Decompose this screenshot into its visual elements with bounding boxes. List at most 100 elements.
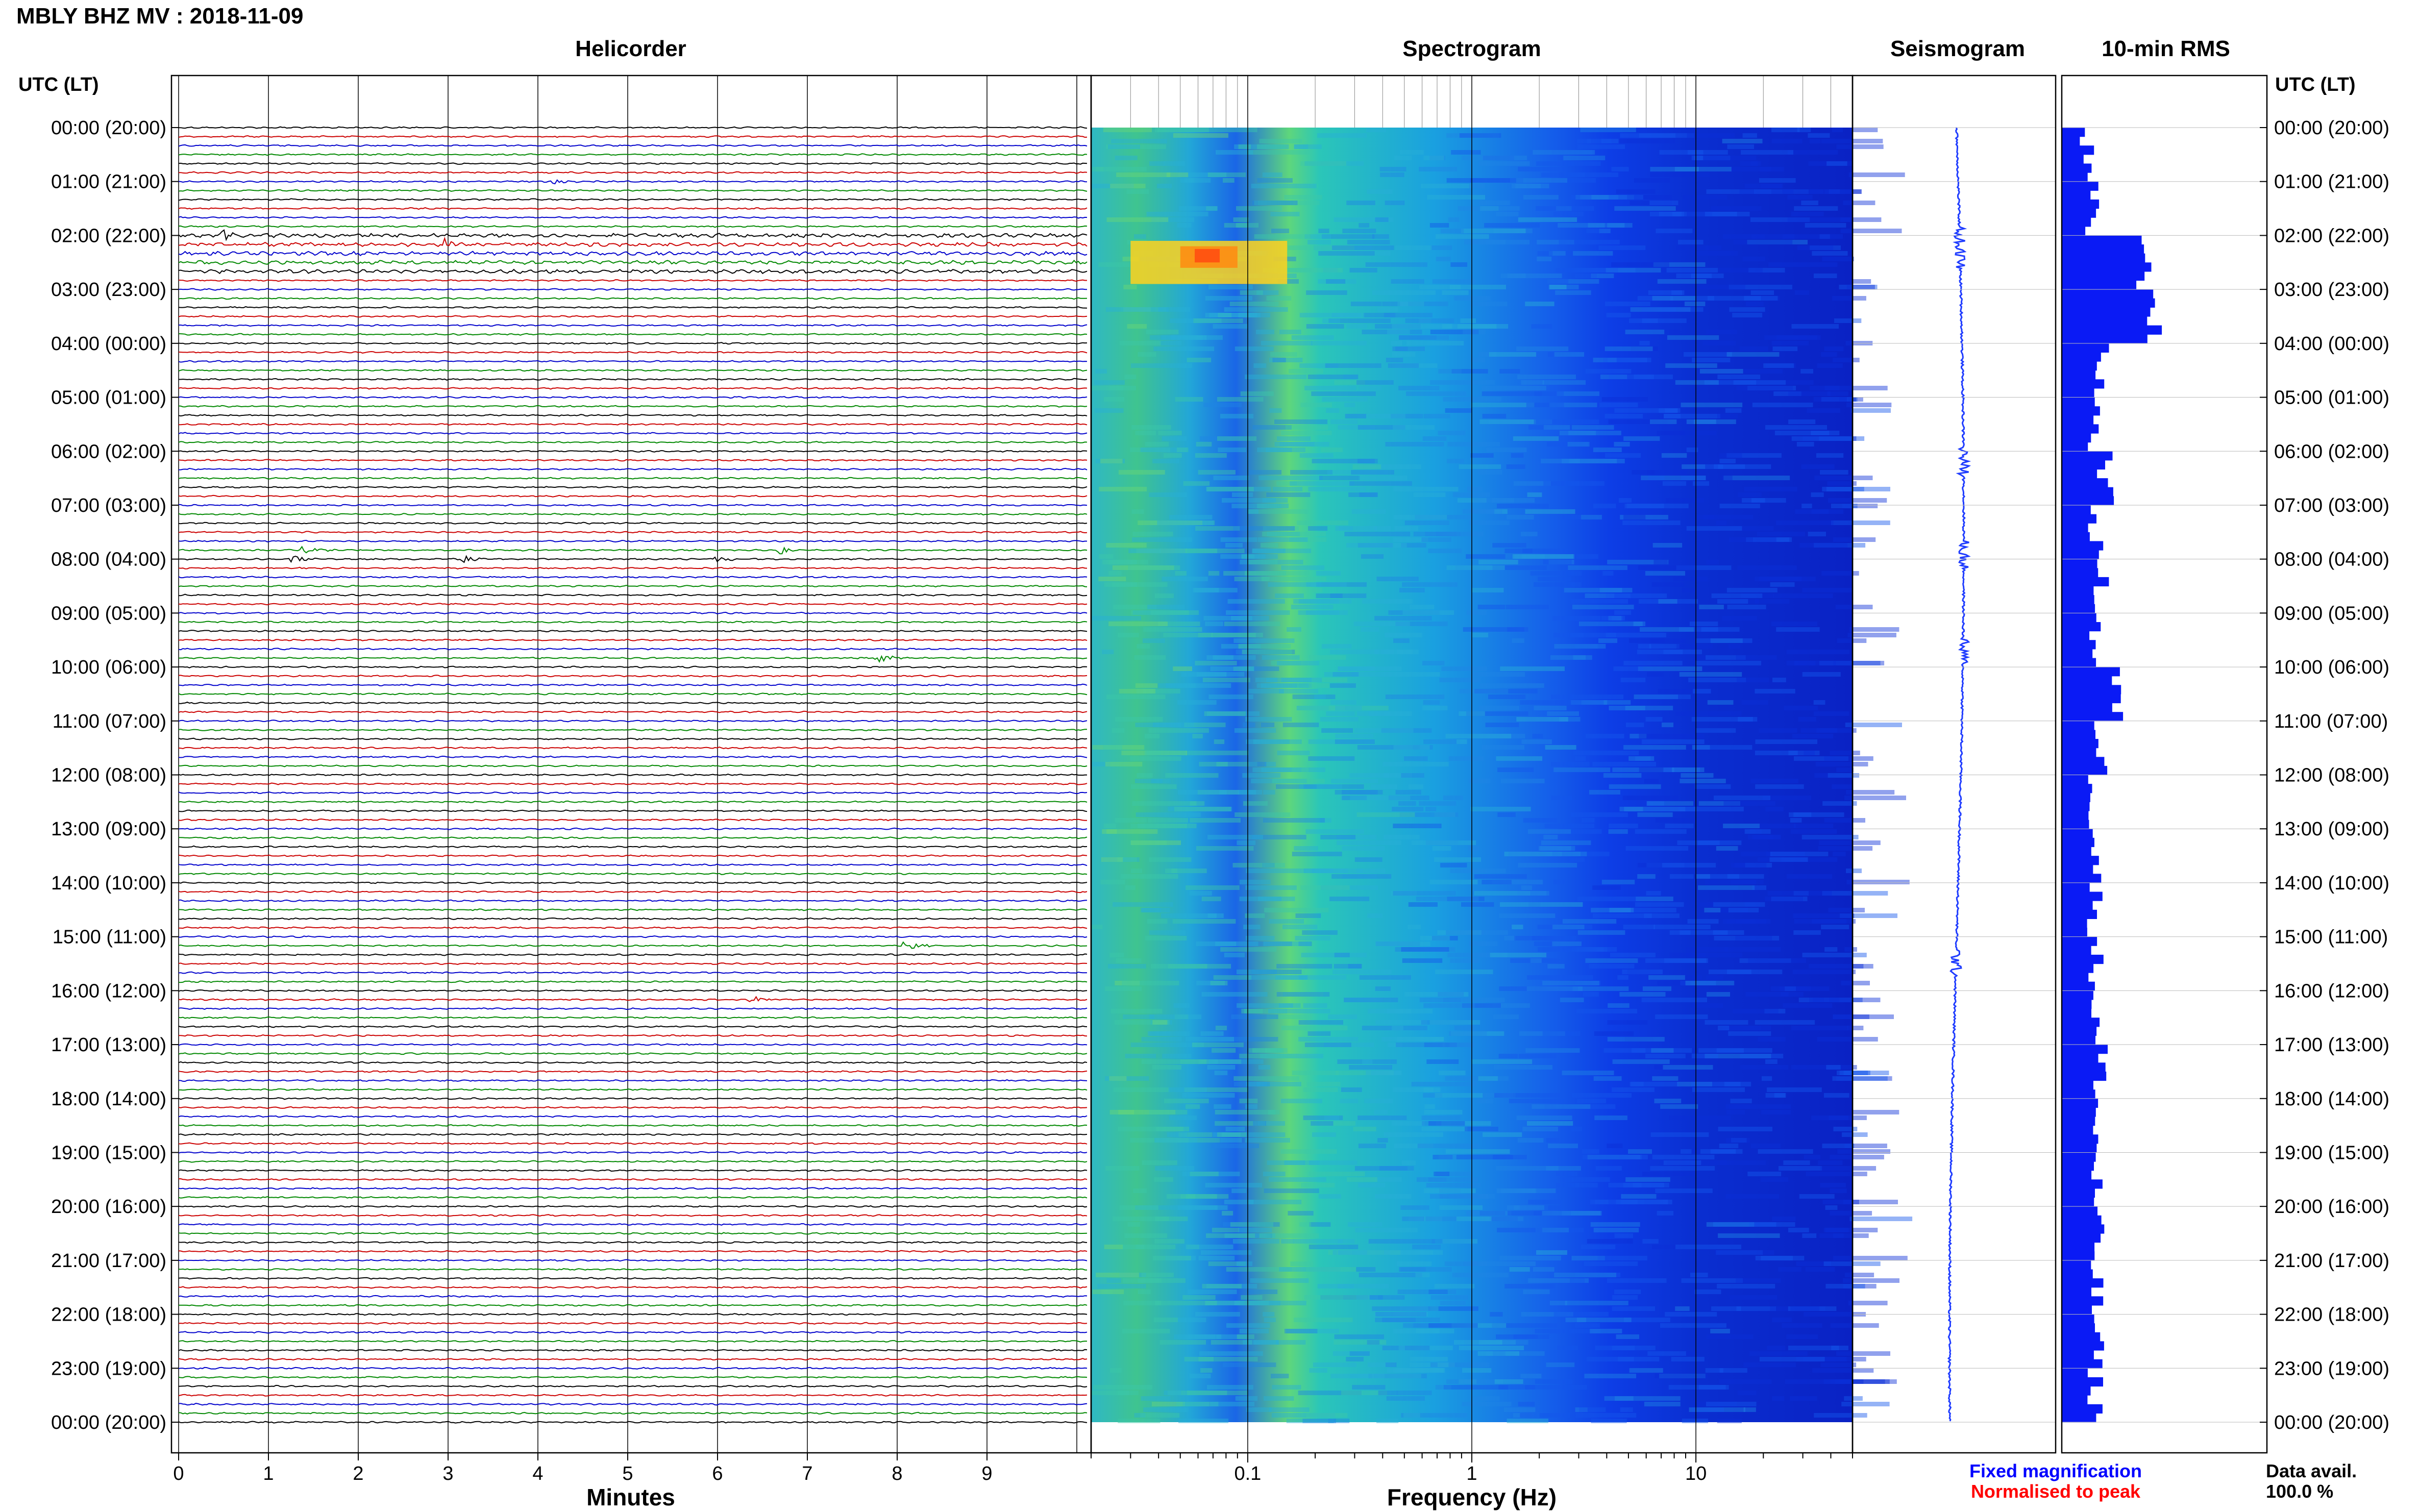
- spectrogram-cell: [1533, 1267, 1554, 1272]
- spectrogram-cell: [1400, 302, 1424, 306]
- spectrogram-cell: [1348, 964, 1362, 969]
- spectrogram-cell: [1136, 689, 1180, 693]
- spectrogram-cell: [1745, 992, 1789, 997]
- spectrogram-cell: [1146, 330, 1179, 334]
- spectrogram-cell: [1684, 352, 1732, 357]
- spectrogram-cell: [1182, 1205, 1228, 1210]
- spectrogram-cell: [1185, 1104, 1200, 1109]
- spectrogram-cell: [1555, 700, 1604, 705]
- helicorder-trace: [178, 1196, 1088, 1199]
- spectrogram-cell: [1345, 414, 1366, 418]
- spectrogram-cell: [1391, 1121, 1425, 1126]
- spectrogram-cell: [1421, 1116, 1461, 1120]
- spectrogram-cell: [1708, 296, 1761, 301]
- spectrogram-cell: [1328, 1250, 1352, 1255]
- spectrogram-cell: [1176, 448, 1189, 452]
- spectrogram-cell: [1593, 913, 1652, 918]
- spectrogram-cell: [1852, 1110, 1899, 1114]
- spectrogram-cell: [1477, 470, 1502, 475]
- spectrogram-cell: [1752, 835, 1781, 839]
- spectrogram-cell: [1425, 532, 1461, 536]
- spectrogram-cell: [1783, 1003, 1833, 1008]
- spectrogram-cell: [1142, 1160, 1177, 1165]
- spectrogram-cell: [1400, 150, 1424, 155]
- spectrogram-cell: [1335, 526, 1377, 531]
- helicorder-trace: [178, 1187, 1088, 1190]
- spectrogram-cell: [1639, 695, 1691, 699]
- spectrogram-cell: [1304, 234, 1331, 239]
- spectrogram-cell: [1261, 723, 1275, 727]
- spectrogram-cell: [1496, 756, 1543, 761]
- spectrogram-cell: [1755, 689, 1795, 693]
- spectrogram-cell: [1318, 251, 1375, 256]
- spectrogram-cell: [1553, 633, 1617, 637]
- spectrogram-cell: [1295, 936, 1330, 940]
- spectrogram-cell: [1726, 1110, 1745, 1114]
- time-label-left: 01:00 (21:00): [51, 171, 166, 193]
- spectrogram-cell: [1577, 1099, 1606, 1103]
- spectrogram-cell: [1258, 201, 1320, 205]
- spectrogram-cell: [1175, 571, 1187, 576]
- spectrogram-cell: [1612, 616, 1625, 621]
- spectrogram-cell: [1385, 201, 1405, 205]
- spectrogram-cell: [1625, 723, 1644, 727]
- spectrogram-cell: [1823, 1379, 1885, 1384]
- spectrogram-cell: [1299, 313, 1362, 317]
- spectrogram-cell: [1644, 913, 1680, 918]
- spectrogram-cell: [1365, 262, 1427, 267]
- spectrogram-cell: [1158, 307, 1191, 312]
- spectrogram-cell: [1579, 1407, 1606, 1412]
- spectrogram-cell: [1612, 1306, 1655, 1311]
- spectrogram-cell: [1132, 537, 1192, 542]
- spectrogram-cell: [1140, 448, 1187, 452]
- spectrogram-cell: [1366, 128, 1386, 132]
- spectrogram-cell: [1362, 1026, 1427, 1030]
- helicorder-trace: [178, 225, 1088, 228]
- spectrogram-cell: [1635, 829, 1687, 834]
- spectrogram-cell: [1342, 229, 1376, 233]
- spectrogram-cell: [1442, 1043, 1474, 1047]
- rms-bar: [2062, 523, 2088, 533]
- spectrogram-cell: [1118, 1110, 1176, 1114]
- spectrogram-cell: [1551, 695, 1566, 699]
- spectrogram-cell: [1368, 1239, 1435, 1244]
- spectrogram-cell: [1683, 195, 1727, 200]
- spectrogram-cell: [1241, 1295, 1263, 1300]
- spectrogram-cell: [1421, 1020, 1470, 1025]
- spectrogram-cell: [1744, 184, 1783, 188]
- spectrogram-cell: [1556, 1172, 1577, 1176]
- spectrogram-cell: [1251, 779, 1307, 783]
- spectrogram-cell: [1101, 857, 1123, 862]
- spectrogram-cell: [1263, 818, 1325, 823]
- spectrogram-cell: [1813, 998, 1840, 1002]
- spectrogram-cell: [1104, 582, 1168, 587]
- spectrogram-cell: [1673, 577, 1708, 581]
- spectrogram-cell: [1669, 874, 1694, 879]
- spectrogram-cell: [1624, 1318, 1670, 1322]
- spectrogram-cell: [1587, 1155, 1640, 1159]
- spectrogram-cell: [1375, 1312, 1427, 1317]
- spectrogram-cell: [1670, 296, 1714, 301]
- spectrogram-cell: [1410, 605, 1435, 609]
- rms-bar: [2062, 334, 2148, 344]
- spectrogram-cell: [1106, 695, 1166, 699]
- spectrogram-cell: [1102, 829, 1158, 834]
- spectrogram-cell: [1298, 1020, 1343, 1025]
- spectrogram-cell: [1843, 201, 1875, 205]
- spectrogram-cell: [1420, 936, 1450, 940]
- spectrogram-cell: [1398, 335, 1449, 340]
- spectrogram-cell: [1832, 784, 1852, 789]
- spectrogram-cell: [1764, 335, 1821, 340]
- spectrogram-cell: [1716, 1250, 1763, 1255]
- spectrogram-cell: [1837, 1149, 1891, 1154]
- spectrogram-cell: [1558, 223, 1605, 228]
- spectrogram-cell: [1601, 880, 1635, 884]
- spectrogram-cell: [1328, 706, 1389, 710]
- spectrogram-cell: [1714, 464, 1771, 469]
- helicorder-trace: [178, 989, 1088, 992]
- spectrogram-cell: [1198, 1256, 1235, 1260]
- spectrogram-cell: [1559, 431, 1596, 435]
- spectrogram-cell: [1829, 998, 1881, 1002]
- spectrogram-cell: [1651, 1048, 1674, 1053]
- spectrogram-cell: [1361, 627, 1379, 632]
